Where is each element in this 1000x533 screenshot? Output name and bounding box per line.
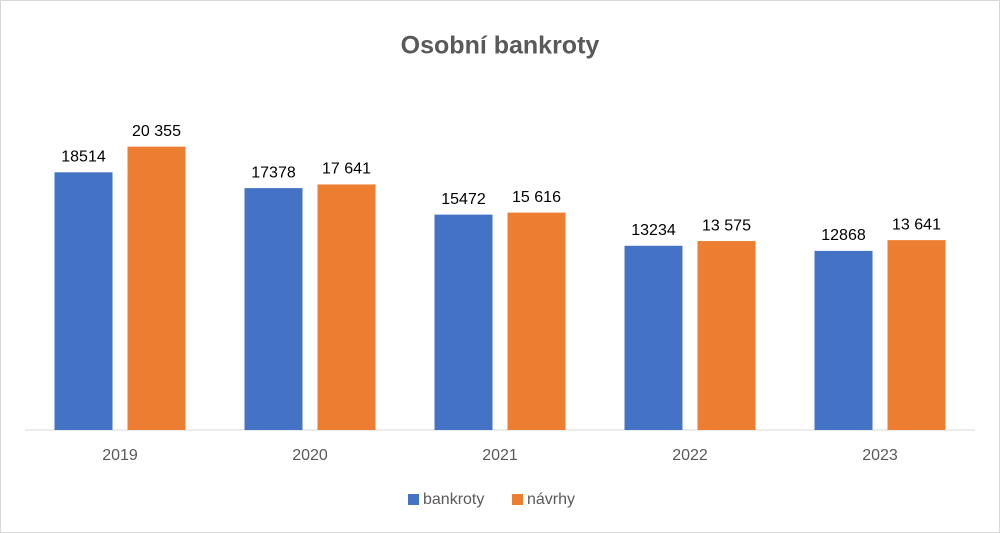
bar — [887, 240, 946, 430]
x-tick-label: 2023 — [862, 447, 898, 464]
bar — [697, 241, 756, 430]
data-label: 13234 — [631, 222, 676, 239]
data-label: 15 616 — [512, 189, 561, 206]
bar — [507, 212, 566, 430]
x-tick-label: 2021 — [482, 447, 518, 464]
bar — [317, 184, 376, 430]
x-tick-label: 2020 — [292, 447, 328, 464]
data-label: 15472 — [441, 191, 486, 208]
data-label: 13 641 — [892, 216, 941, 233]
bar — [54, 172, 113, 430]
bar — [127, 146, 186, 431]
bar — [244, 188, 303, 430]
bar — [624, 245, 683, 430]
data-label: 13 575 — [702, 217, 751, 234]
bar — [814, 250, 873, 430]
data-label: 17 641 — [322, 161, 371, 178]
data-label: 12868 — [821, 227, 866, 244]
data-label: 20 355 — [132, 123, 181, 140]
data-label: 18514 — [61, 149, 106, 166]
chart-title: Osobní bankroty — [401, 32, 600, 60]
legend-swatch — [512, 494, 523, 505]
legend-label: návrhy — [527, 491, 575, 508]
x-tick-label: 2019 — [102, 447, 138, 464]
data-label: 17378 — [251, 164, 296, 181]
x-tick-label: 2022 — [672, 447, 708, 464]
bar — [434, 214, 493, 430]
legend-label: bankroty — [423, 491, 484, 508]
legend-swatch — [408, 494, 419, 505]
